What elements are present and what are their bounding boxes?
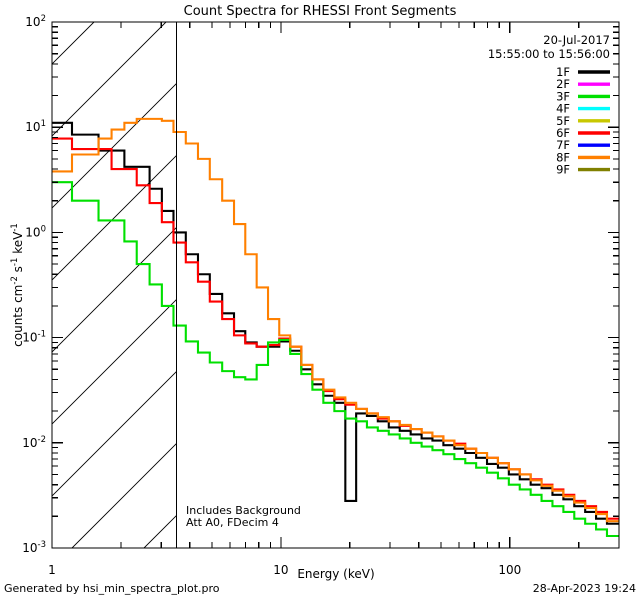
y-axis-title-part1: counts cm bbox=[11, 285, 25, 347]
annotation-attenuator-state: Att A0, FDecim 4 bbox=[186, 516, 279, 529]
series-line-3f bbox=[52, 181, 619, 538]
x-axis-ticks bbox=[51, 22, 620, 548]
hatch-stripe bbox=[52, 22, 167, 137]
hatch-stripe bbox=[288, 22, 640, 548]
y-tick-label: 102 bbox=[25, 14, 46, 29]
y-tick-label: 10-1 bbox=[22, 330, 46, 345]
y-axis-title-sup3: -1 bbox=[10, 223, 20, 231]
footer-timestamp: 28-Apr-2023 19:24 bbox=[533, 582, 636, 595]
hatch-stripe bbox=[52, 82, 177, 209]
hatch-stripe bbox=[52, 226, 177, 353]
legend-label-4f[interactable]: 4F bbox=[556, 102, 570, 116]
hatch-stripe bbox=[71, 442, 177, 548]
x-axis-title: Energy (keV) bbox=[297, 567, 374, 581]
y-axis-title-sup2: -1 bbox=[10, 258, 20, 266]
legend-label-8f[interactable]: 8F bbox=[556, 150, 570, 164]
x-axis-tick-labels: 1 10 100 bbox=[48, 563, 521, 577]
hatch-stripe bbox=[216, 22, 640, 548]
y-axis-title: counts cm-2 s-1 keV-1 bbox=[10, 223, 25, 347]
x-tick-label: 1 bbox=[48, 563, 56, 577]
legend-label-6f[interactable]: 6F bbox=[556, 126, 570, 140]
legend-label-1f[interactable]: 1F bbox=[556, 65, 570, 79]
y-axis-title-sup1: -2 bbox=[10, 276, 20, 284]
y-tick-label: 101 bbox=[25, 119, 46, 134]
hatch-stripe bbox=[52, 370, 177, 497]
series-line-6f bbox=[52, 137, 619, 520]
y-tick-label: 100 bbox=[25, 224, 46, 239]
y-axis-title-part2: s bbox=[11, 266, 25, 276]
legend-label-5f[interactable]: 5F bbox=[556, 114, 570, 128]
legend-label-2f[interactable]: 2F bbox=[556, 77, 570, 91]
chart-title: Count Spectra for RHESSI Front Segments bbox=[184, 4, 457, 19]
y-axis-tick-labels: 102 101 100 10-1 10-2 10-3 bbox=[22, 14, 46, 555]
x-tick-label: 10 bbox=[273, 563, 288, 577]
legend-label-9f[interactable]: 9F bbox=[556, 163, 570, 177]
y-axis-ticks bbox=[52, 21, 619, 549]
y-axis-title-part3: keV bbox=[11, 231, 25, 258]
plot-frame bbox=[51, 21, 620, 549]
data-series-group bbox=[52, 117, 619, 538]
hatch-stripe bbox=[360, 22, 640, 548]
observation-time-range: 15:55:00 to 15:56:00 bbox=[488, 47, 610, 61]
legend-label-3f[interactable]: 3F bbox=[556, 89, 570, 103]
hatch-stripe bbox=[432, 22, 640, 548]
series-line-8f bbox=[52, 117, 619, 523]
hatched-threshold-region bbox=[52, 22, 640, 548]
footer-generator: Generated by hsi_min_spectra_plot.pro bbox=[4, 582, 220, 595]
legend-label-7f[interactable]: 7F bbox=[556, 138, 570, 152]
observation-date: 20-Jul-2017 bbox=[543, 33, 610, 47]
y-tick-label: 10-2 bbox=[22, 435, 46, 450]
x-tick-label: 100 bbox=[498, 563, 521, 577]
hatch-stripe bbox=[576, 22, 640, 548]
svg-text:counts cm-2 s-1 keV-1: counts cm-2 s-1 keV-1 bbox=[10, 223, 25, 347]
hatch-stripe bbox=[52, 298, 177, 425]
annotation-includes-background: Includes Background bbox=[186, 504, 301, 517]
y-tick-label: 10-3 bbox=[22, 540, 46, 555]
